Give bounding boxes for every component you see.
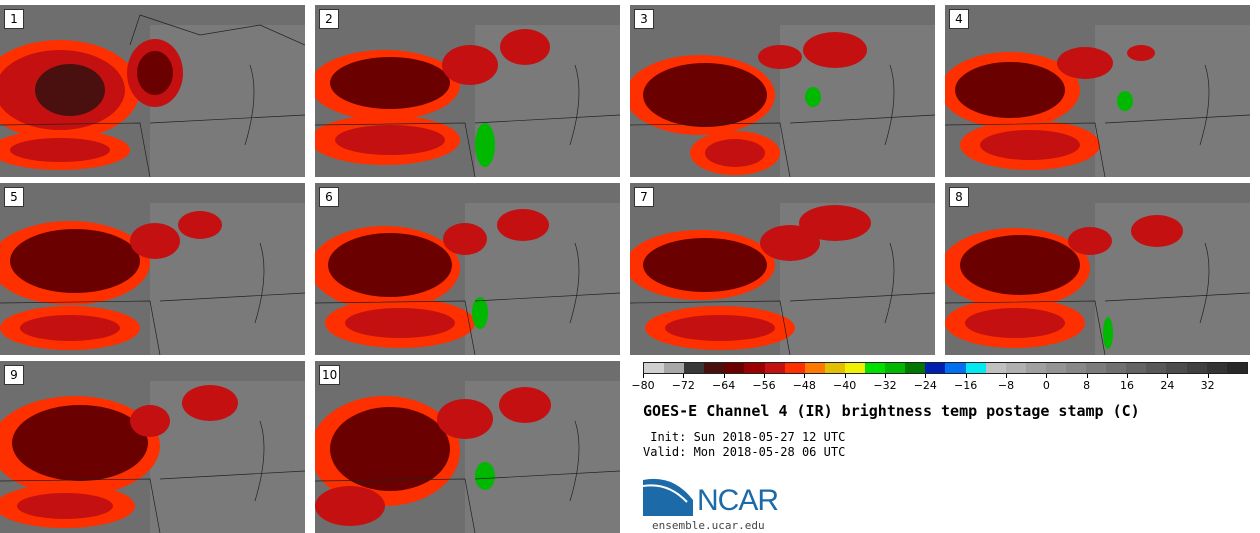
colorbar-segment [684,363,705,373]
colorbar-tick-label: −16 [954,379,978,392]
stamp-panel-3: 3 [630,5,935,177]
colorbar-tick [683,374,685,378]
colorbar-segment [1146,363,1167,373]
ir-map-9 [0,361,305,533]
colorbar-segment [1086,363,1107,373]
colorbar-tick-label: 24 [1160,379,1175,392]
colorbar-tick-label: −8 [997,379,1015,392]
colorbar-segment [885,363,906,373]
site-url[interactable]: ensemble.ucar.edu [652,519,765,532]
colorbar-segment [1045,363,1066,373]
colorbar-tick [1127,374,1128,378]
colorbar-tick [1167,374,1169,378]
stamp-panel-5: 5 [0,183,305,355]
colorbar-tick [925,374,927,378]
colorbar-tick-label: −32 [873,379,897,392]
stamp-panel-10: 10 [315,361,620,533]
colorbar-segment [644,363,665,373]
colorbar-segment [764,363,785,373]
init-time: Init: Sun 2018-05-27 12 UTC [643,430,846,444]
colorbar-segment [1226,363,1247,373]
ir-map-8 [945,183,1250,355]
stamp-panel-8: 8 [945,183,1250,355]
ir-map-3 [630,5,935,177]
ir-map-5 [0,183,305,355]
colorbar-segment [1005,363,1026,373]
colorbar-tick-label: 0 [1042,379,1050,392]
stamp-panel-6: 6 [315,183,620,355]
ir-map-1 [0,5,305,177]
ir-map-2 [315,5,620,177]
colorbar-segment [945,363,966,373]
colorbar-segment [744,363,765,373]
colorbar-tick [965,374,967,378]
valid-time: Valid: Mon 2018-05-28 06 UTC [643,445,846,459]
stamp-panel-7: 7 [630,183,935,355]
colorbar-tick [804,374,806,378]
colorbar-segment [1126,363,1147,373]
colorbar-tick [885,374,886,378]
ir-map-7 [630,183,935,355]
colorbar-tick-label: 32 [1200,379,1215,392]
ir-map-10 [315,361,620,533]
ncar-logo-icon [643,478,693,516]
panel-number: 1 [4,9,24,29]
colorbar-segment [1065,363,1087,373]
panel-number: 4 [949,9,969,29]
colorbar-tick-label: −56 [752,379,776,392]
panel-number: 3 [634,9,654,29]
colorbar-tick [643,374,644,378]
colorbar-ticks: −80 −72 −64 −56 −48 −40 −32 −24 −16 −8 0 8 16 24 32 [631,374,1248,396]
colorbar-tick-label: −24 [913,379,937,392]
colorbar-tick [844,374,846,378]
colorbar-tick [723,374,725,378]
panel-number: 7 [634,187,654,207]
colorbar-tick [1086,374,1088,378]
colorbar-segment [925,363,946,373]
colorbar-segment [824,363,845,373]
stamp-panel-9: 9 [0,361,305,533]
colorbar-tick-label: −40 [833,379,857,392]
figure-title: GOES-E Channel 4 (IR) brightness temp po… [643,402,1140,420]
colorbar-segment [784,363,805,373]
colorbar-tick-label: −64 [712,379,736,392]
colorbar-tick [1046,374,1048,378]
colorbar-tick [1006,374,1007,378]
colorbar-segment [664,363,685,373]
colorbar-segment [965,363,986,373]
panel-number: 9 [4,365,24,385]
panel-number: 2 [319,9,339,29]
colorbar-segment [1025,363,1046,373]
colorbar-segment [1166,363,1187,373]
panel-number: 5 [4,187,24,207]
colorbar-tick-label: −72 [671,379,695,392]
ncar-logo-text: NCAR [697,484,779,517]
stamp-panel-2: 2 [315,5,620,177]
panel-number: 8 [949,187,969,207]
colorbar-tick-label: 16 [1120,379,1134,392]
colorbar-tick-label: −48 [792,379,816,392]
colorbar-segment [1186,363,1207,373]
stamp-panel-1: 1 [0,5,305,177]
colorbar-tick-label: 8 [1083,379,1091,392]
colorbar-tick-label: −80 [631,379,655,392]
colorbar [643,362,1248,374]
colorbar-tick [764,374,765,378]
ir-map-6 [315,183,620,355]
colorbar-segment [905,363,926,373]
colorbar-segment [1106,363,1127,373]
colorbar-segment [804,363,825,373]
panel-number: 6 [319,187,339,207]
ir-map-4 [945,5,1250,177]
colorbar-segment [985,363,1006,373]
panel-number: 10 [319,365,341,385]
colorbar-segment [844,363,866,373]
colorbar-segment [1206,363,1227,373]
colorbar-tick [1207,374,1209,378]
colorbar-segment [865,363,886,373]
stamp-panel-4: 4 [945,5,1250,177]
colorbar-segment [704,363,725,373]
colorbar-segment [724,363,745,373]
